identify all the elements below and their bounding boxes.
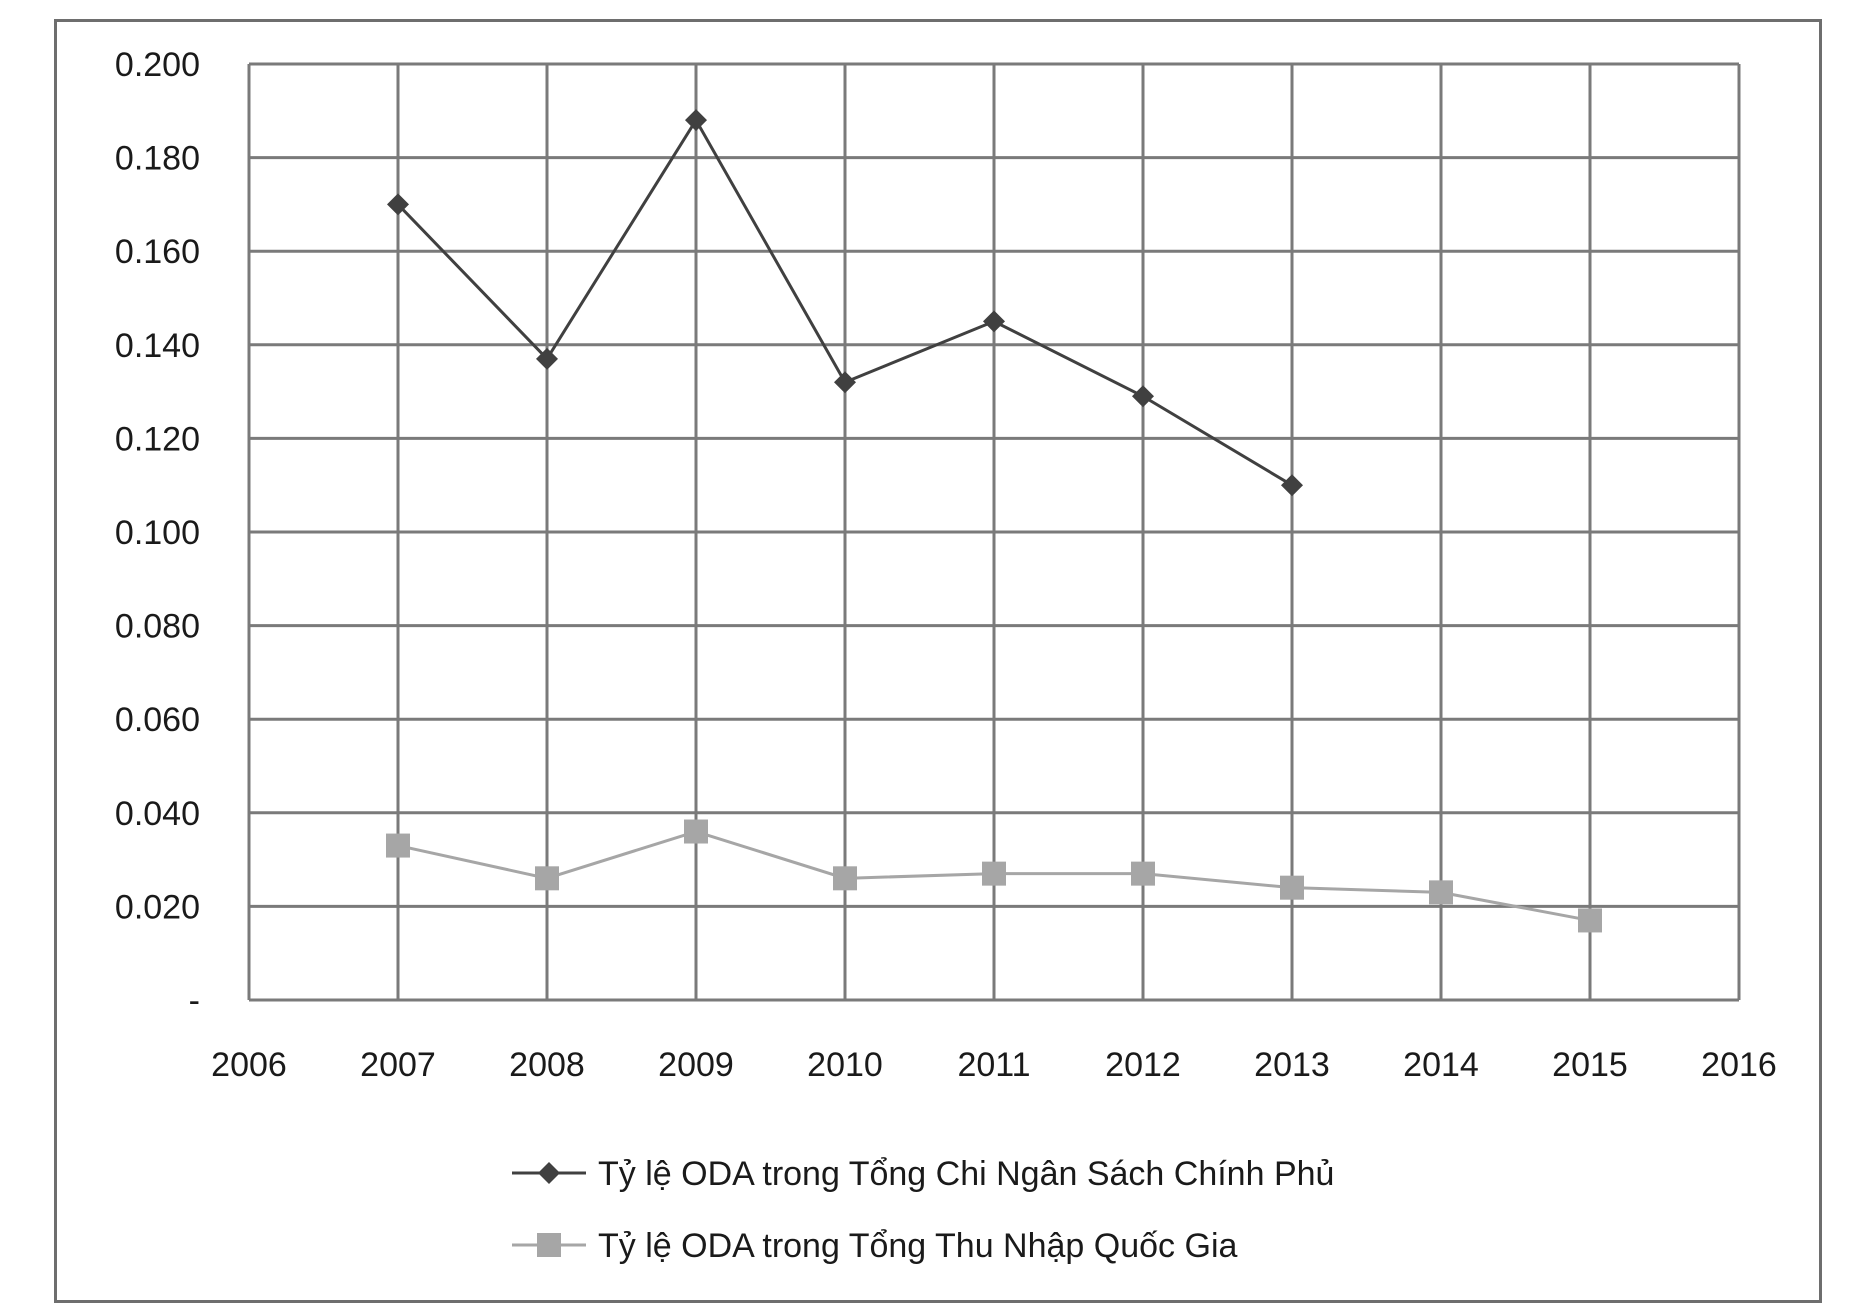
y-tick-label: 0.180 bbox=[115, 140, 200, 178]
data-point-square bbox=[535, 866, 559, 891]
data-point-diamond bbox=[536, 347, 558, 370]
data-point-square bbox=[386, 833, 410, 858]
data-point-diamond bbox=[983, 310, 1005, 333]
legend: Tỷ lệ ODA trong Tổng Chi Ngân Sách Chính… bbox=[512, 1155, 1334, 1265]
x-tick-label: 2013 bbox=[1254, 1046, 1330, 1084]
x-axis-ticks: 2006 2007 2008 2009 2010 2011 2012 2013 2014 2015… bbox=[211, 1046, 1777, 1084]
y-tick-label: 0.060 bbox=[115, 701, 200, 739]
legend-item-2: Tỷ lệ ODA trong Tổng Thu Nhập Quốc Gia bbox=[512, 1227, 1238, 1265]
x-tick-label: 2007 bbox=[360, 1046, 436, 1084]
data-point-diamond bbox=[1132, 385, 1154, 408]
data-point-square bbox=[1280, 875, 1304, 900]
chart-frame bbox=[54, 19, 1822, 1303]
legend-marker-square bbox=[537, 1233, 561, 1257]
grid bbox=[247, 62, 1741, 1002]
y-tick-label: 0.200 bbox=[115, 46, 200, 84]
x-tick-label: 2014 bbox=[1403, 1046, 1479, 1084]
data-point-diamond bbox=[834, 371, 856, 394]
data-point-square bbox=[833, 866, 857, 891]
x-tick-label: 2015 bbox=[1552, 1046, 1628, 1084]
data-point-square bbox=[982, 861, 1006, 886]
x-tick-label: 2008 bbox=[509, 1046, 585, 1084]
y-axis-ticks: - 0.020 0.040 0.060 0.080 0.100 0.120 0.140 0.16… bbox=[115, 46, 200, 1020]
series-2 bbox=[386, 819, 1602, 933]
data-point-square bbox=[684, 819, 708, 844]
x-tick-label: 2016 bbox=[1701, 1046, 1777, 1084]
y-tick-label: - bbox=[189, 982, 200, 1020]
data-point-square bbox=[1429, 880, 1453, 905]
y-tick-label: 0.020 bbox=[115, 888, 200, 926]
x-tick-label: 2010 bbox=[807, 1046, 883, 1084]
x-tick-label: 2012 bbox=[1105, 1046, 1181, 1084]
series-1 bbox=[387, 109, 1303, 497]
y-tick-label: 0.040 bbox=[115, 795, 200, 833]
data-point-diamond bbox=[1281, 474, 1303, 497]
y-tick-label: 0.120 bbox=[115, 420, 200, 458]
x-tick-label: 2006 bbox=[211, 1046, 287, 1084]
y-tick-label: 0.100 bbox=[115, 514, 200, 552]
y-tick-label: 0.080 bbox=[115, 608, 200, 646]
y-tick-label: 0.140 bbox=[115, 327, 200, 365]
legend-label: Tỷ lệ ODA trong Tổng Chi Ngân Sách Chính… bbox=[598, 1155, 1334, 1193]
data-point-square bbox=[1578, 908, 1602, 933]
data-point-diamond bbox=[685, 109, 707, 132]
x-tick-label: 2011 bbox=[957, 1046, 1030, 1084]
y-tick-label: 0.160 bbox=[115, 233, 200, 271]
legend-item-1: Tỷ lệ ODA trong Tổng Chi Ngân Sách Chính… bbox=[512, 1155, 1334, 1193]
x-tick-label: 2009 bbox=[658, 1046, 734, 1084]
series-layer bbox=[386, 109, 1602, 933]
legend-marker-diamond bbox=[538, 1162, 560, 1184]
data-point-diamond bbox=[387, 193, 409, 216]
legend-label: Tỷ lệ ODA trong Tổng Thu Nhập Quốc Gia bbox=[598, 1227, 1238, 1265]
data-point-square bbox=[1131, 861, 1155, 886]
